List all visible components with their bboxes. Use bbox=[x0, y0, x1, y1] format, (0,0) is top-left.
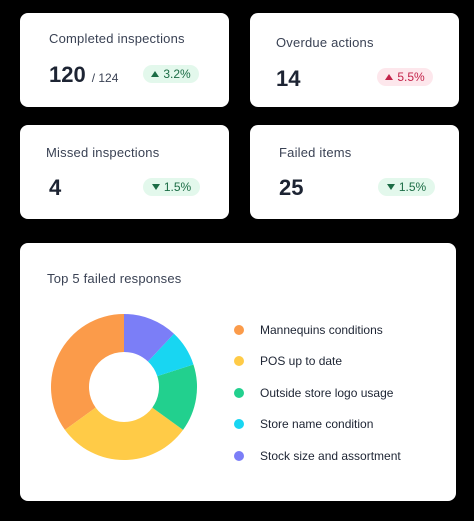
trend-badge: 5.5% bbox=[377, 68, 433, 86]
legend-dot bbox=[234, 419, 244, 430]
trend-badge-value: 5.5% bbox=[397, 70, 425, 84]
chart-title: Top 5 failed responses bbox=[47, 271, 182, 286]
trend-badge: 1.5% bbox=[143, 178, 200, 196]
metric-value: 25 bbox=[279, 175, 303, 201]
trend-badge-value: 3.2% bbox=[163, 67, 191, 81]
metric-title: Failed items bbox=[279, 145, 352, 160]
trend-up-icon bbox=[385, 74, 394, 80]
metric-value: 4 bbox=[49, 175, 61, 201]
trend-down-icon bbox=[386, 184, 395, 190]
metric-title: Completed inspections bbox=[49, 31, 185, 46]
metric-value-number: 4 bbox=[49, 175, 62, 200]
trend-badge: 3.2% bbox=[143, 65, 199, 83]
metric-card-failed-items: Failed items 25 1.5% bbox=[250, 125, 459, 219]
metric-card-missed-inspections: Missed inspections 4 1.5% bbox=[20, 125, 229, 219]
trend-up-icon bbox=[151, 71, 160, 77]
legend-item-store-name-condition: Store name condition bbox=[234, 409, 401, 441]
legend-label: POS up to date bbox=[260, 354, 343, 369]
metric-card-overdue-actions: Overdue actions 14 5.5% bbox=[250, 13, 459, 107]
trend-badge-value: 1.5% bbox=[398, 180, 427, 194]
metric-value-number: 14 bbox=[276, 66, 301, 91]
legend-dot bbox=[234, 450, 244, 461]
metric-card-completed-inspections: Completed inspections 120 / 124 3.2% bbox=[20, 13, 229, 107]
legend-label: Outside store logo usage bbox=[260, 385, 394, 400]
legend-dot bbox=[234, 356, 244, 367]
legend-label: Stock size and assortment bbox=[260, 448, 401, 463]
chart-legend: Mannequins conditions POS up to date Out… bbox=[234, 314, 401, 472]
metric-title: Overdue actions bbox=[276, 35, 374, 50]
metric-value-total: / 124 bbox=[91, 71, 119, 85]
metric-value-number: 25 bbox=[279, 175, 304, 200]
legend-item-outside-store-logo-usage: Outside store logo usage bbox=[234, 377, 401, 409]
metric-value: 14 bbox=[276, 66, 300, 92]
legend-item-pos-up-to-date: POS up to date bbox=[234, 346, 401, 378]
trend-down-icon bbox=[151, 184, 160, 190]
metric-value: 120 / 124 bbox=[49, 62, 118, 88]
legend-label: Store name condition bbox=[260, 417, 374, 432]
metric-title: Missed inspections bbox=[46, 145, 160, 160]
metric-value-number: 120 bbox=[49, 62, 86, 87]
legend-dot bbox=[234, 387, 244, 398]
legend-dot bbox=[234, 324, 244, 335]
legend-item-mannequins-conditions: Mannequins conditions bbox=[234, 314, 401, 346]
trend-badge-value: 1.5% bbox=[163, 180, 192, 194]
trend-badge: 1.5% bbox=[378, 178, 435, 196]
legend-item-stock-size-and-assortment: Stock size and assortment bbox=[234, 440, 401, 472]
legend-label: Mannequins conditions bbox=[260, 322, 383, 337]
